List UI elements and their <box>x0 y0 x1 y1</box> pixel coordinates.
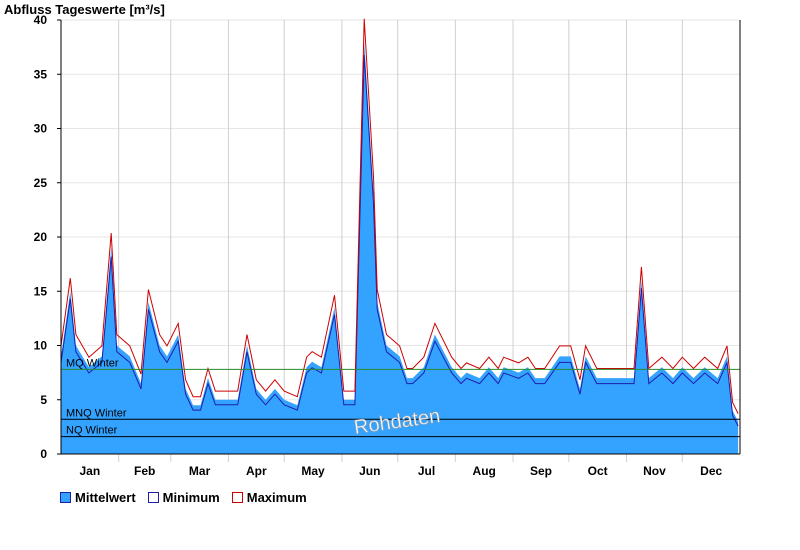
x-tick-label-Aug: Aug <box>473 464 496 478</box>
y-tick-label-0: 0 <box>40 447 47 461</box>
x-tick-label-Mar: Mar <box>189 464 211 478</box>
y-tick-label-20: 20 <box>34 230 48 244</box>
y-tick-label-40: 40 <box>34 13 48 27</box>
legend-swatch-minimum <box>147 492 159 503</box>
legend-item-mittelwert: Mittelwert <box>60 490 136 505</box>
x-tick-label-Apr: Apr <box>246 464 267 478</box>
data-area <box>60 18 739 454</box>
y-tick-label-5: 5 <box>40 393 47 407</box>
y-tick-label-30: 30 <box>34 122 48 136</box>
y-tick-label-25: 25 <box>34 176 48 190</box>
x-tick-label-Sep: Sep <box>530 464 552 478</box>
reference-label-2: NQ Winter <box>66 425 118 437</box>
legend-swatch-maximum <box>231 492 243 503</box>
legend: Mittelwert Minimum Maximum <box>60 490 307 505</box>
reference-label-1: MNQ Winter <box>66 407 127 419</box>
x-tick-label-Feb: Feb <box>134 464 155 478</box>
x-tick-label-Jul: Jul <box>418 464 435 478</box>
x-tick-label-Jun: Jun <box>359 464 380 478</box>
x-tick-label-Dec: Dec <box>700 464 722 478</box>
x-tick-label-Jan: Jan <box>79 464 100 478</box>
series-minimum-line <box>60 55 739 427</box>
reference-label-0: MQ Winter <box>66 357 119 369</box>
chart-title: Abfluss Tageswerte [m³/s] <box>4 2 165 17</box>
x-tick-label-Oct: Oct <box>588 464 608 478</box>
x-tick-label-May: May <box>301 464 325 478</box>
x-tick-label-Nov: Nov <box>643 464 666 478</box>
y-tick-label-10: 10 <box>34 339 48 353</box>
legend-swatch-mittelwert <box>60 492 71 503</box>
axes: 0 5 10 15 20 25 30 35 40 Jan Feb Mar Apr May Jun Jul Aug… <box>34 13 741 478</box>
reference-lines: MQ Winter MNQ Winter NQ Winter <box>61 357 740 438</box>
legend-label-minimum: Minimum <box>162 490 220 505</box>
y-tick-label-15: 15 <box>34 284 48 298</box>
legend-label-maximum: Maximum <box>246 490 307 505</box>
series-maximum-line <box>60 18 739 414</box>
legend-item-maximum: Maximum <box>231 490 307 505</box>
y-tick-label-35: 35 <box>34 67 48 81</box>
legend-item-minimum: Minimum <box>147 490 220 505</box>
legend-label-mittelwert: Mittelwert <box>75 490 136 505</box>
series-mittelwert-area <box>61 41 739 454</box>
